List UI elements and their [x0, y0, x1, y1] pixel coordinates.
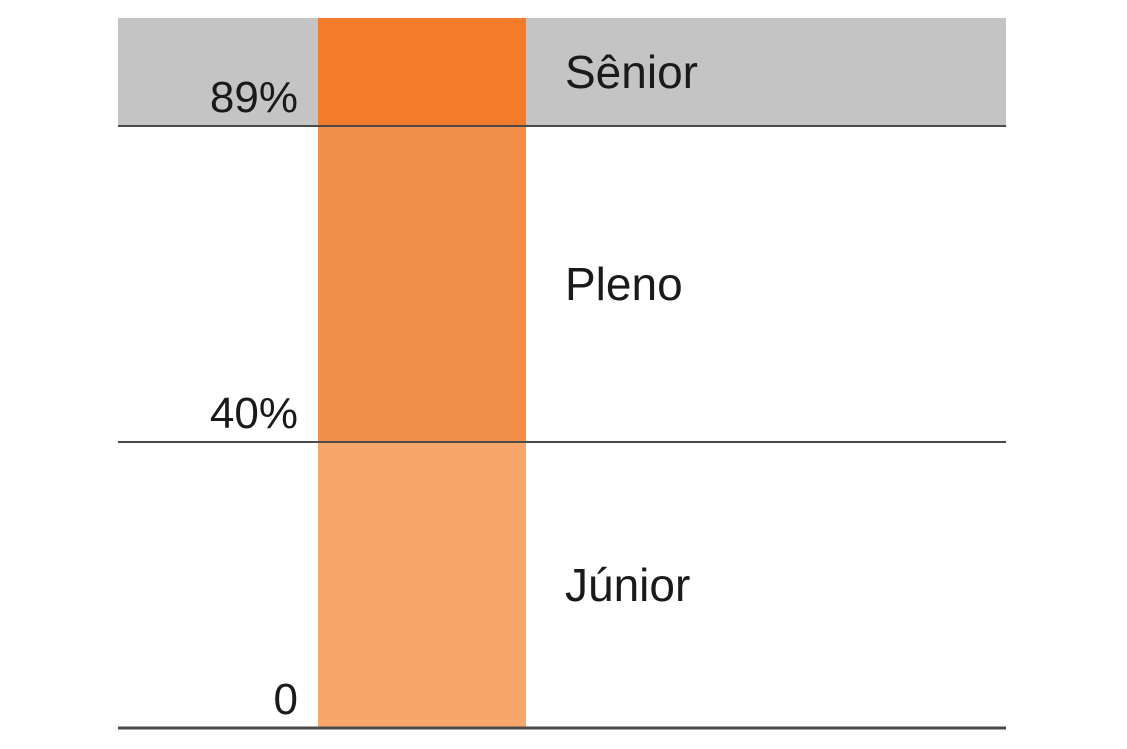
band-label-senior: Sênior — [565, 46, 698, 98]
tick-label: 40% — [210, 389, 298, 438]
band-bar-senior — [318, 18, 526, 126]
band-label-junior: Júnior — [565, 559, 690, 611]
band-label-pleno: Pleno — [565, 258, 683, 310]
highlight-row-senior — [118, 18, 1006, 126]
band-bar-junior — [318, 442, 526, 728]
tick-label: 0 — [274, 675, 298, 724]
tick-label: 89% — [210, 73, 298, 122]
band-bar-pleno — [318, 126, 526, 442]
